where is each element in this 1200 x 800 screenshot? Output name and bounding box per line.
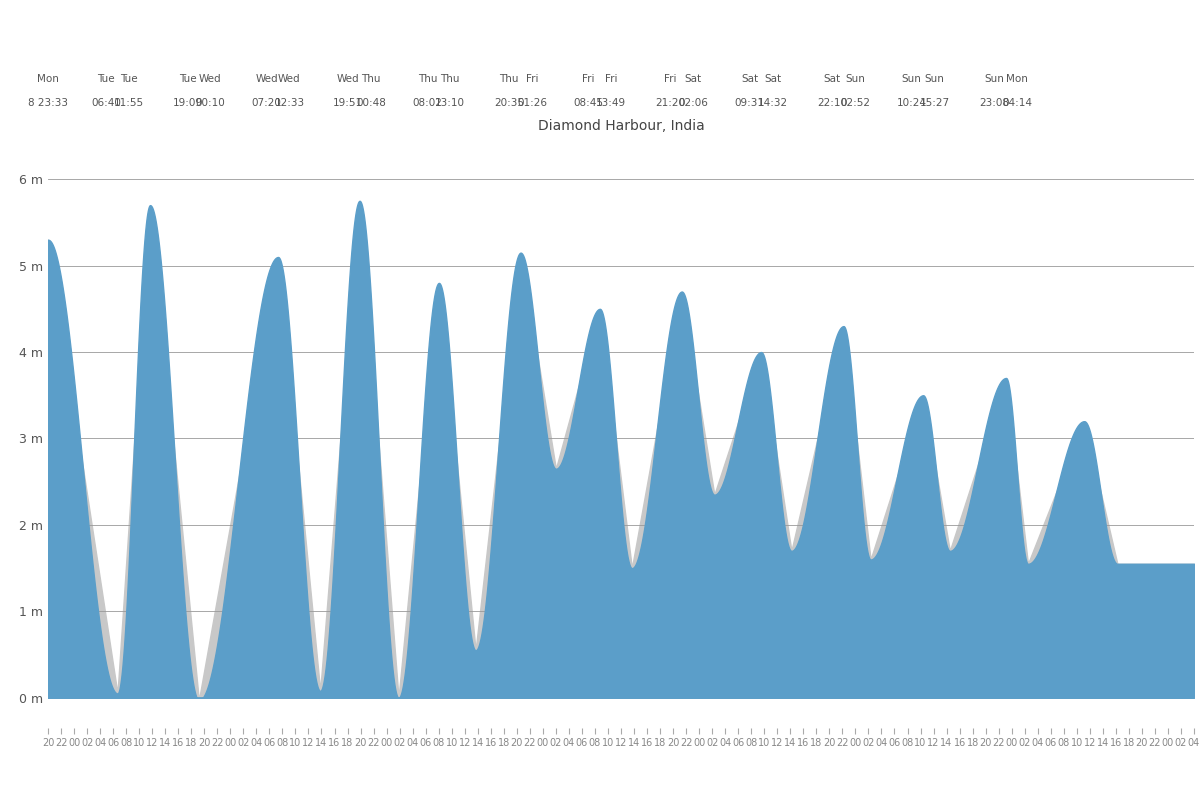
Text: 00:10: 00:10 (196, 98, 226, 108)
Text: 8 23:33: 8 23:33 (28, 98, 68, 108)
Text: Thu: Thu (440, 74, 460, 84)
Text: 02:52: 02:52 (840, 98, 870, 108)
Text: Sun: Sun (845, 74, 865, 84)
Text: Sun: Sun (985, 74, 1004, 84)
Text: 02:06: 02:06 (678, 98, 708, 108)
Text: Sat: Sat (764, 74, 781, 84)
Text: Fri: Fri (526, 74, 539, 84)
Text: 07:20: 07:20 (252, 98, 282, 108)
Text: 19:51: 19:51 (334, 98, 364, 108)
Text: Tue: Tue (120, 74, 138, 84)
Text: 01:26: 01:26 (517, 98, 547, 108)
Text: 21:20: 21:20 (655, 98, 685, 108)
Text: 22:10: 22:10 (817, 98, 847, 108)
Text: Sat: Sat (742, 74, 758, 84)
Text: 23:08: 23:08 (979, 98, 1009, 108)
Text: 13:49: 13:49 (596, 98, 626, 108)
Text: 08:45: 08:45 (574, 98, 604, 108)
Text: Mon: Mon (1007, 74, 1028, 84)
Text: 04:14: 04:14 (1002, 98, 1032, 108)
Text: 15:27: 15:27 (919, 98, 949, 108)
Text: 00:48: 00:48 (356, 98, 386, 108)
Text: 13:10: 13:10 (436, 98, 466, 108)
Text: 09:31: 09:31 (734, 98, 764, 108)
Text: Fri: Fri (582, 74, 595, 84)
Text: Fri: Fri (605, 74, 618, 84)
Text: Sat: Sat (823, 74, 841, 84)
Text: Tue: Tue (97, 74, 115, 84)
Text: 14:32: 14:32 (757, 98, 787, 108)
Text: Sun: Sun (924, 74, 944, 84)
Text: Wed: Wed (199, 74, 222, 84)
Text: 20:35: 20:35 (494, 98, 524, 108)
Text: Wed: Wed (337, 74, 360, 84)
Text: Wed: Wed (256, 74, 278, 84)
Text: 08:02: 08:02 (413, 98, 443, 108)
Text: 10:24: 10:24 (896, 98, 926, 108)
Text: 12:33: 12:33 (275, 98, 305, 108)
Text: Sat: Sat (684, 74, 702, 84)
Text: Thu: Thu (418, 74, 437, 84)
Text: 19:09: 19:09 (173, 98, 203, 108)
Title: Diamond Harbour, India: Diamond Harbour, India (538, 119, 704, 134)
Text: Thu: Thu (361, 74, 380, 84)
Text: Thu: Thu (499, 74, 518, 84)
Text: Sun: Sun (901, 74, 922, 84)
Text: Wed: Wed (278, 74, 301, 84)
Text: Tue: Tue (179, 74, 197, 84)
Text: Mon: Mon (37, 74, 59, 84)
Text: Fri: Fri (664, 74, 677, 84)
Text: 06:40: 06:40 (91, 98, 121, 108)
Text: 11:55: 11:55 (114, 98, 144, 108)
